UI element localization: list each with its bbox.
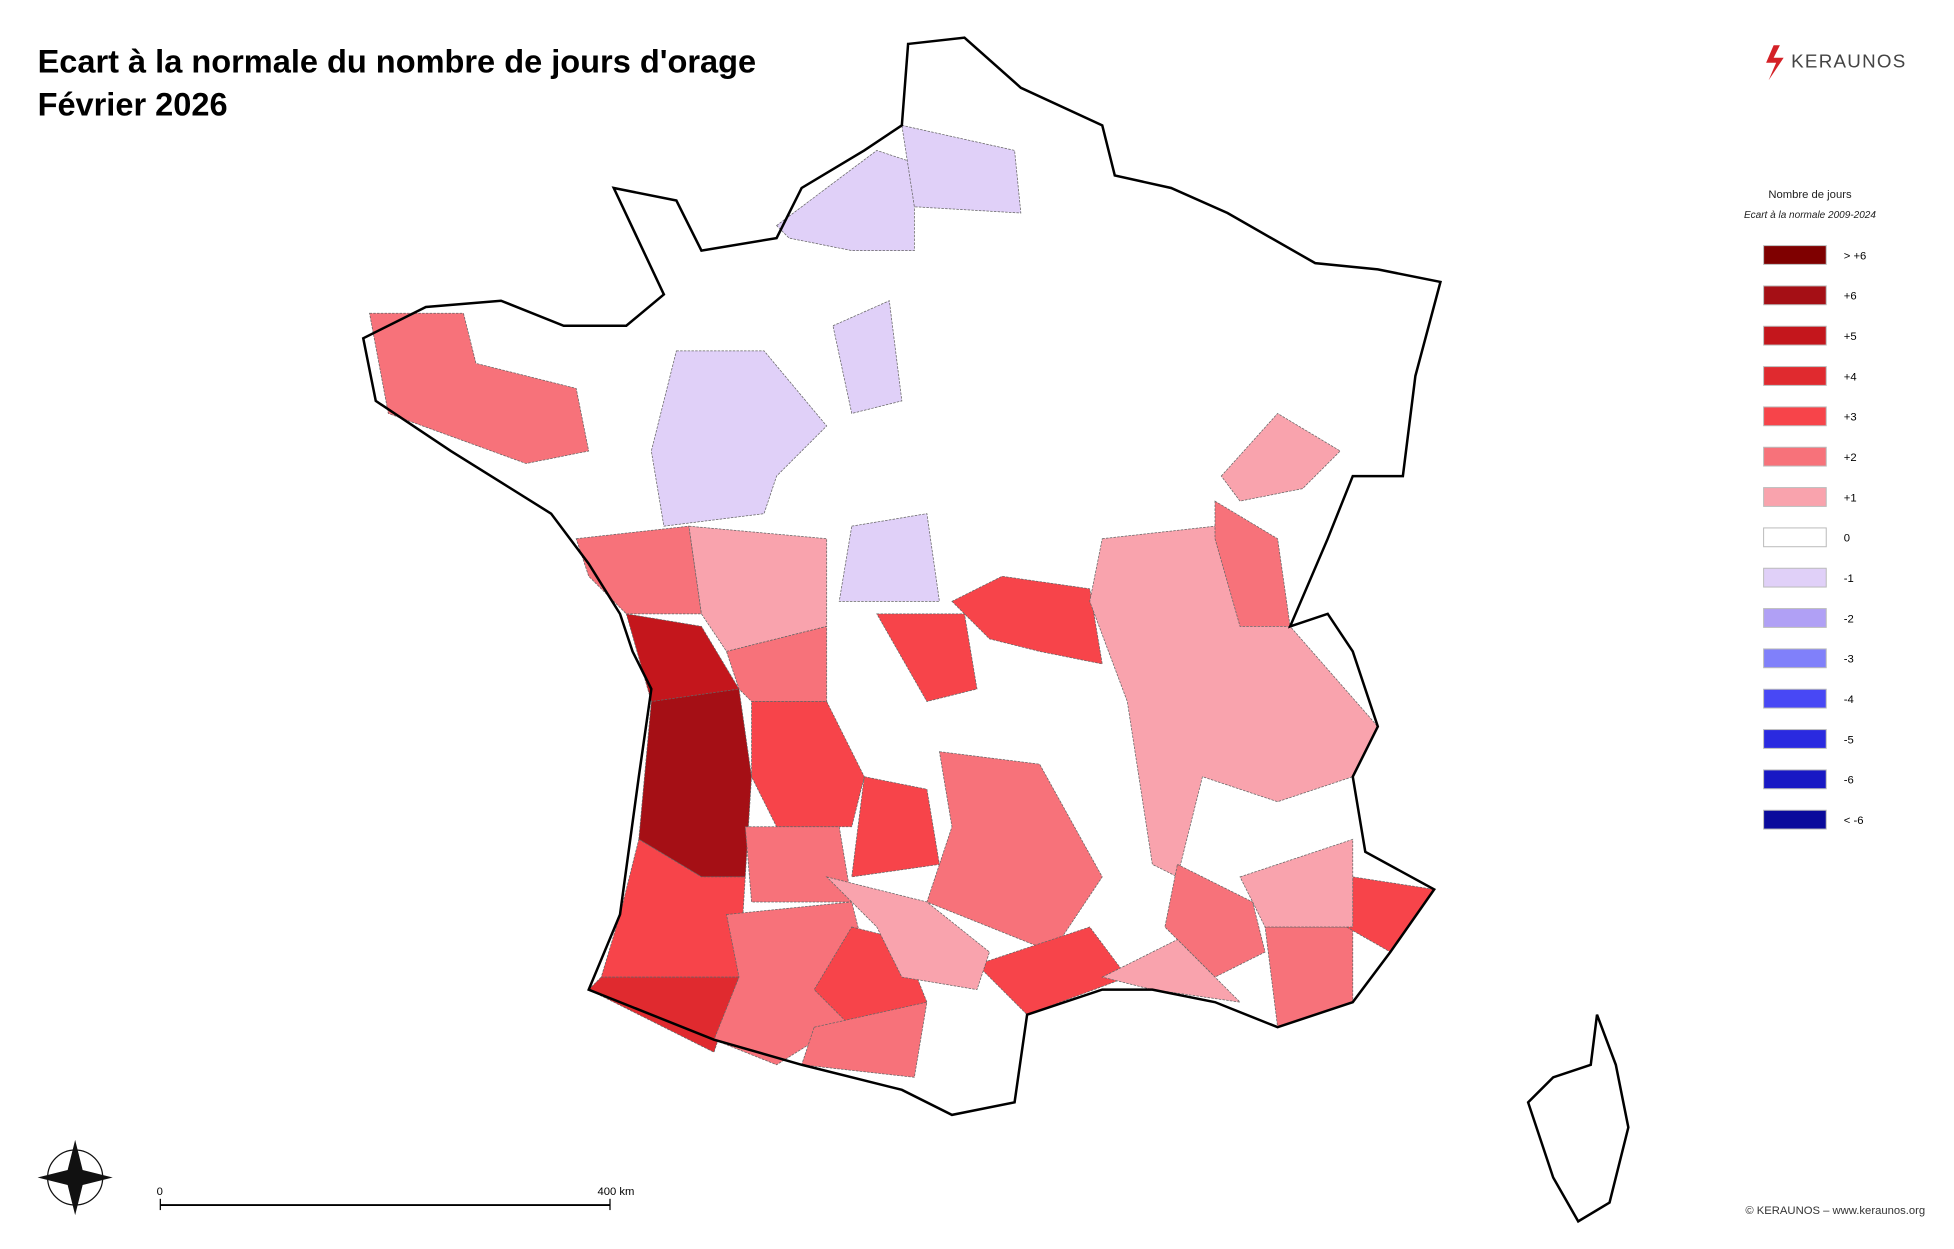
legend-swatch — [1763, 729, 1827, 749]
region — [1346, 876, 1435, 953]
region — [832, 300, 903, 414]
scale-bar — [159, 1198, 611, 1211]
region — [876, 613, 978, 702]
region — [926, 751, 1103, 953]
legend-label: -6 — [1844, 775, 1854, 787]
legend-label: +2 — [1844, 452, 1857, 464]
country-outline — [361, 36, 1630, 1224]
compass — [37, 1139, 113, 1216]
legend-swatch — [1763, 366, 1827, 386]
legend-subtitle: Ecart à la normale 2009-2024 — [1744, 210, 1876, 221]
region — [851, 776, 940, 878]
regions — [369, 124, 1435, 1078]
region — [976, 926, 1128, 1016]
region — [575, 525, 702, 615]
logo-text: KERAUNOS — [1791, 51, 1906, 72]
region — [1214, 500, 1291, 627]
legend-swatch — [1763, 325, 1827, 346]
region — [688, 525, 828, 652]
legend-swatch — [1763, 688, 1827, 709]
legend-label: +3 — [1844, 412, 1857, 424]
legend-swatch — [1763, 527, 1827, 548]
region — [951, 575, 1103, 665]
legend-label: -2 — [1844, 613, 1854, 625]
legend-swatch — [1763, 487, 1827, 507]
legend-label: 0 — [1844, 533, 1850, 545]
legend-swatch — [1763, 567, 1827, 588]
copyright: © KERAUNOS – www.keraunos.org — [1745, 1205, 1925, 1217]
region — [901, 124, 1022, 214]
legend-label: < -6 — [1844, 815, 1864, 827]
legend-label: > +6 — [1844, 250, 1867, 262]
logo-icon — [1766, 45, 1784, 81]
region — [650, 350, 828, 527]
region — [838, 513, 940, 602]
legend-swatch — [1763, 809, 1827, 830]
region — [1239, 838, 1354, 928]
title: Ecart à la normale du nombre de jours d'… — [38, 44, 757, 80]
legend-swatch — [1763, 406, 1827, 427]
region — [744, 826, 853, 903]
legend-label: -1 — [1844, 573, 1854, 585]
region — [776, 149, 915, 251]
legend-swatch — [1763, 446, 1827, 467]
legend-label: +1 — [1844, 492, 1857, 504]
region — [1220, 412, 1341, 502]
region — [1089, 525, 1379, 878]
region — [825, 876, 990, 991]
legend-title: Nombre de jours — [1768, 189, 1852, 201]
legend: > +6 +6 +5 +4 +3 +2 +1 0 -1 -2 -3 -4 -5 -6 < -6 — [1763, 245, 1867, 830]
legend-swatch — [1763, 285, 1827, 306]
legend-label: +6 — [1844, 291, 1857, 303]
region — [600, 838, 746, 978]
legend-label: +4 — [1844, 371, 1857, 383]
legend-label: +5 — [1844, 331, 1857, 343]
region — [801, 1001, 928, 1078]
region — [1164, 863, 1266, 978]
region — [1264, 926, 1354, 1028]
legend-swatch — [1763, 769, 1827, 790]
legend-label: -5 — [1844, 734, 1854, 746]
scale-start: 0 — [157, 1186, 163, 1198]
subtitle: Février 2026 — [38, 86, 228, 122]
region — [369, 312, 590, 464]
legend-swatch — [1763, 608, 1827, 628]
scale-end: 400 km — [597, 1186, 634, 1198]
region — [1101, 939, 1242, 1003]
legend-swatch — [1763, 648, 1827, 669]
legend-label: -3 — [1844, 654, 1854, 666]
legend-label: -4 — [1844, 694, 1854, 706]
legend-swatch — [1763, 245, 1827, 265]
region — [751, 701, 865, 828]
